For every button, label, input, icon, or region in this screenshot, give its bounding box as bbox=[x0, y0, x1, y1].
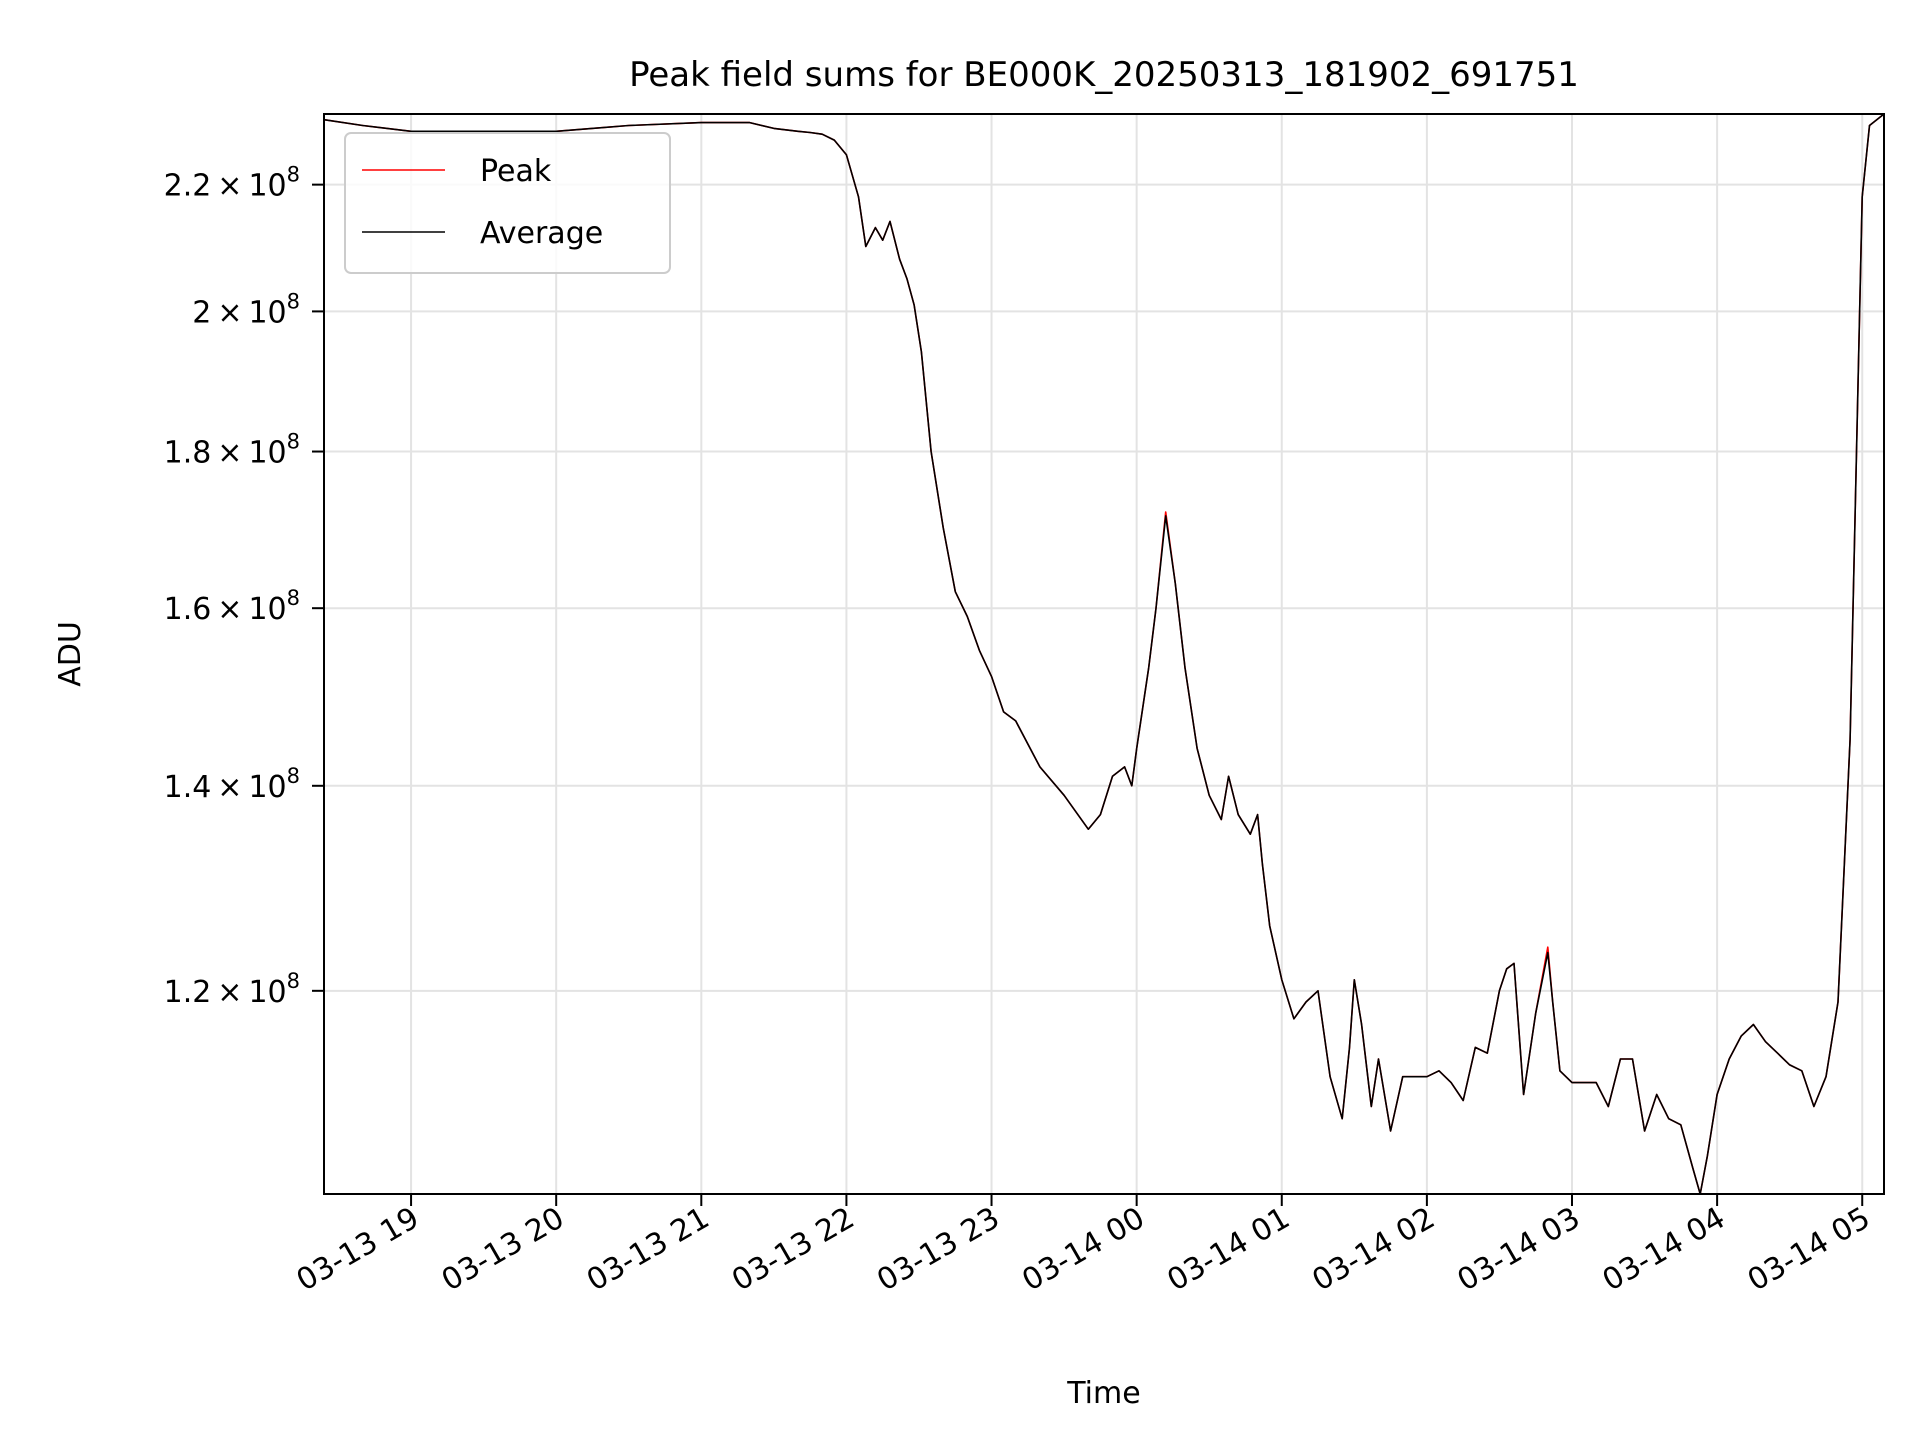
legend-box bbox=[344, 132, 671, 274]
y-tick-label: 1.6 × 108 bbox=[164, 586, 300, 627]
series-layer bbox=[323, 113, 1885, 1195]
y-axis-label: ADU bbox=[53, 621, 88, 687]
y-tick-label: 2 × 108 bbox=[192, 289, 300, 330]
legend-label-peak: Peak bbox=[480, 154, 552, 189]
chart-title: Peak field sums for BE000K_20250313_1819… bbox=[629, 55, 1579, 95]
series-line-average bbox=[323, 113, 1885, 1195]
y-tick-label: 1.2 × 108 bbox=[164, 969, 300, 1010]
legend-label-average: Average bbox=[480, 216, 603, 251]
legend: Peak Average bbox=[344, 132, 671, 274]
y-tick-label: 1.4 × 108 bbox=[164, 764, 300, 805]
grid-lines bbox=[324, 114, 1884, 1194]
x-axis-label: Time bbox=[1066, 1376, 1140, 1411]
y-tick-label: 2.2 × 108 bbox=[164, 163, 300, 204]
y-axis-ticks: 1.2 × 108 1.4 × 108 1.6 × 108 1.8 × 108 2 × … bbox=[164, 163, 324, 1010]
plot-area-frame bbox=[323, 113, 1885, 1195]
y-tick-label: 1.8 × 108 bbox=[164, 430, 300, 471]
